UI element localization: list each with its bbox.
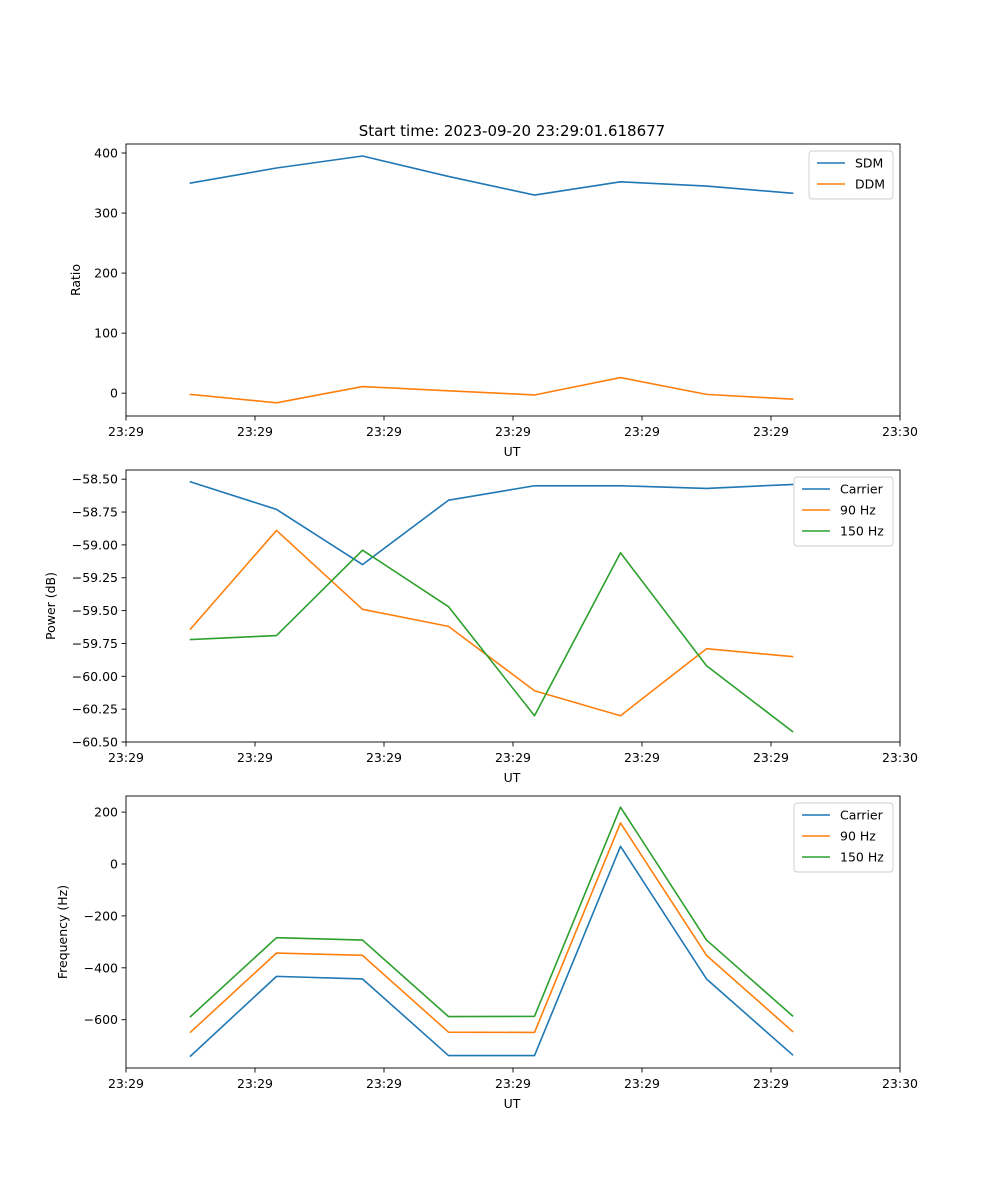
chart-panel-1: 23:29 23:29 23:29 23:29 23:29 23:29 23:30 UT 0 10… <box>68 143 918 459</box>
legend: Carrier 90 Hz 150 Hz <box>793 476 894 547</box>
y-tick-label: 200 <box>94 266 118 281</box>
legend-label: 150 Hz <box>840 524 884 539</box>
x-tick-label: 23:30 <box>882 750 918 765</box>
x-tick-label: 23:29 <box>237 1076 273 1091</box>
x-axis-label: UT <box>504 770 521 785</box>
legend-label: Carrier <box>840 482 884 497</box>
y-tick-label: −60.25 <box>72 702 118 717</box>
x-tick-label: 23:29 <box>366 1076 402 1091</box>
legend-label: 90 Hz <box>840 829 876 844</box>
y-tick-label: 300 <box>94 206 118 221</box>
y-tick-label: 200 <box>94 805 118 820</box>
x-tick-label: 23:30 <box>882 1076 918 1091</box>
x-tick-label: 23:29 <box>495 750 531 765</box>
x-tick-label: 23:30 <box>882 424 918 439</box>
charts-group: 23:29 23:29 23:29 23:29 23:29 23:29 23:30 UT 0 10… <box>43 143 918 1111</box>
series-line-150-hz <box>189 806 794 1018</box>
y-tick-label: −59.00 <box>72 537 118 552</box>
y-tick-label: −60.00 <box>72 669 118 684</box>
x-tick-label: 23:29 <box>108 1076 144 1091</box>
y-tick-label: 0 <box>110 386 118 401</box>
y-tick-label: −59.50 <box>72 603 118 618</box>
figure-title: Start time: 2023-09-20 23:29:01.618677 <box>359 122 665 140</box>
chart-panel-3: 23:29 23:29 23:29 23:29 23:29 23:29 23:30 UT 200… <box>55 795 918 1111</box>
y-axis-label: Frequency (Hz) <box>55 885 70 979</box>
y-tick-label: −58.50 <box>72 472 118 487</box>
y-axis-label: Ratio <box>68 264 83 296</box>
legend-label: DDM <box>855 177 885 192</box>
x-tick-label: 23:29 <box>108 424 144 439</box>
y-tick-label: −200 <box>84 908 118 923</box>
y-tick-label: −60.50 <box>72 735 118 750</box>
x-tick-label: 23:29 <box>237 750 273 765</box>
y-tick-label: −59.25 <box>72 570 118 585</box>
legend-label: SDM <box>855 156 883 171</box>
x-tick-label: 23:29 <box>495 1076 531 1091</box>
legend-box <box>793 802 894 873</box>
series-line-90-hz <box>189 822 794 1034</box>
y-tick-label: −59.75 <box>72 636 118 651</box>
x-tick-label: 23:29 <box>753 424 789 439</box>
chart-panel-2: 23:29 23:29 23:29 23:29 23:29 23:29 23:30 UT −58… <box>43 469 918 785</box>
x-tick-label: 23:29 <box>624 750 660 765</box>
x-tick-label: 23:29 <box>366 424 402 439</box>
series-line-sdm <box>189 155 794 196</box>
legend-box <box>793 476 894 547</box>
y-tick-label: −400 <box>84 960 118 975</box>
x-axis-label: UT <box>504 1096 521 1111</box>
x-tick-label: 23:29 <box>366 750 402 765</box>
x-tick-label: 23:29 <box>753 750 789 765</box>
legend-label: Carrier <box>840 808 884 823</box>
y-tick-label: −58.75 <box>72 505 118 520</box>
y-tick-label: 100 <box>94 326 118 341</box>
x-tick-label: 23:29 <box>624 1076 660 1091</box>
y-tick-label: −600 <box>84 1012 118 1027</box>
x-axis-label: UT <box>504 444 521 459</box>
series-line-90-hz <box>189 529 794 717</box>
x-tick-label: 23:29 <box>495 424 531 439</box>
y-tick-label: 400 <box>94 146 118 161</box>
series-line-150-hz <box>189 549 794 733</box>
x-tick-label: 23:29 <box>624 424 660 439</box>
x-tick-label: 23:29 <box>753 1076 789 1091</box>
x-tick-label: 23:29 <box>237 424 273 439</box>
legend: Carrier 90 Hz 150 Hz <box>793 802 894 873</box>
x-tick-label: 23:29 <box>108 750 144 765</box>
legend-label: 90 Hz <box>840 503 876 518</box>
series-line-carrier <box>189 480 794 566</box>
y-tick-label: 0 <box>110 857 118 872</box>
legend: SDM DDM <box>808 150 894 200</box>
legend-label: 150 Hz <box>840 850 884 865</box>
series-line-ddm <box>189 376 794 404</box>
series-line-carrier <box>189 845 794 1058</box>
y-axis-label: Power (dB) <box>43 572 58 640</box>
